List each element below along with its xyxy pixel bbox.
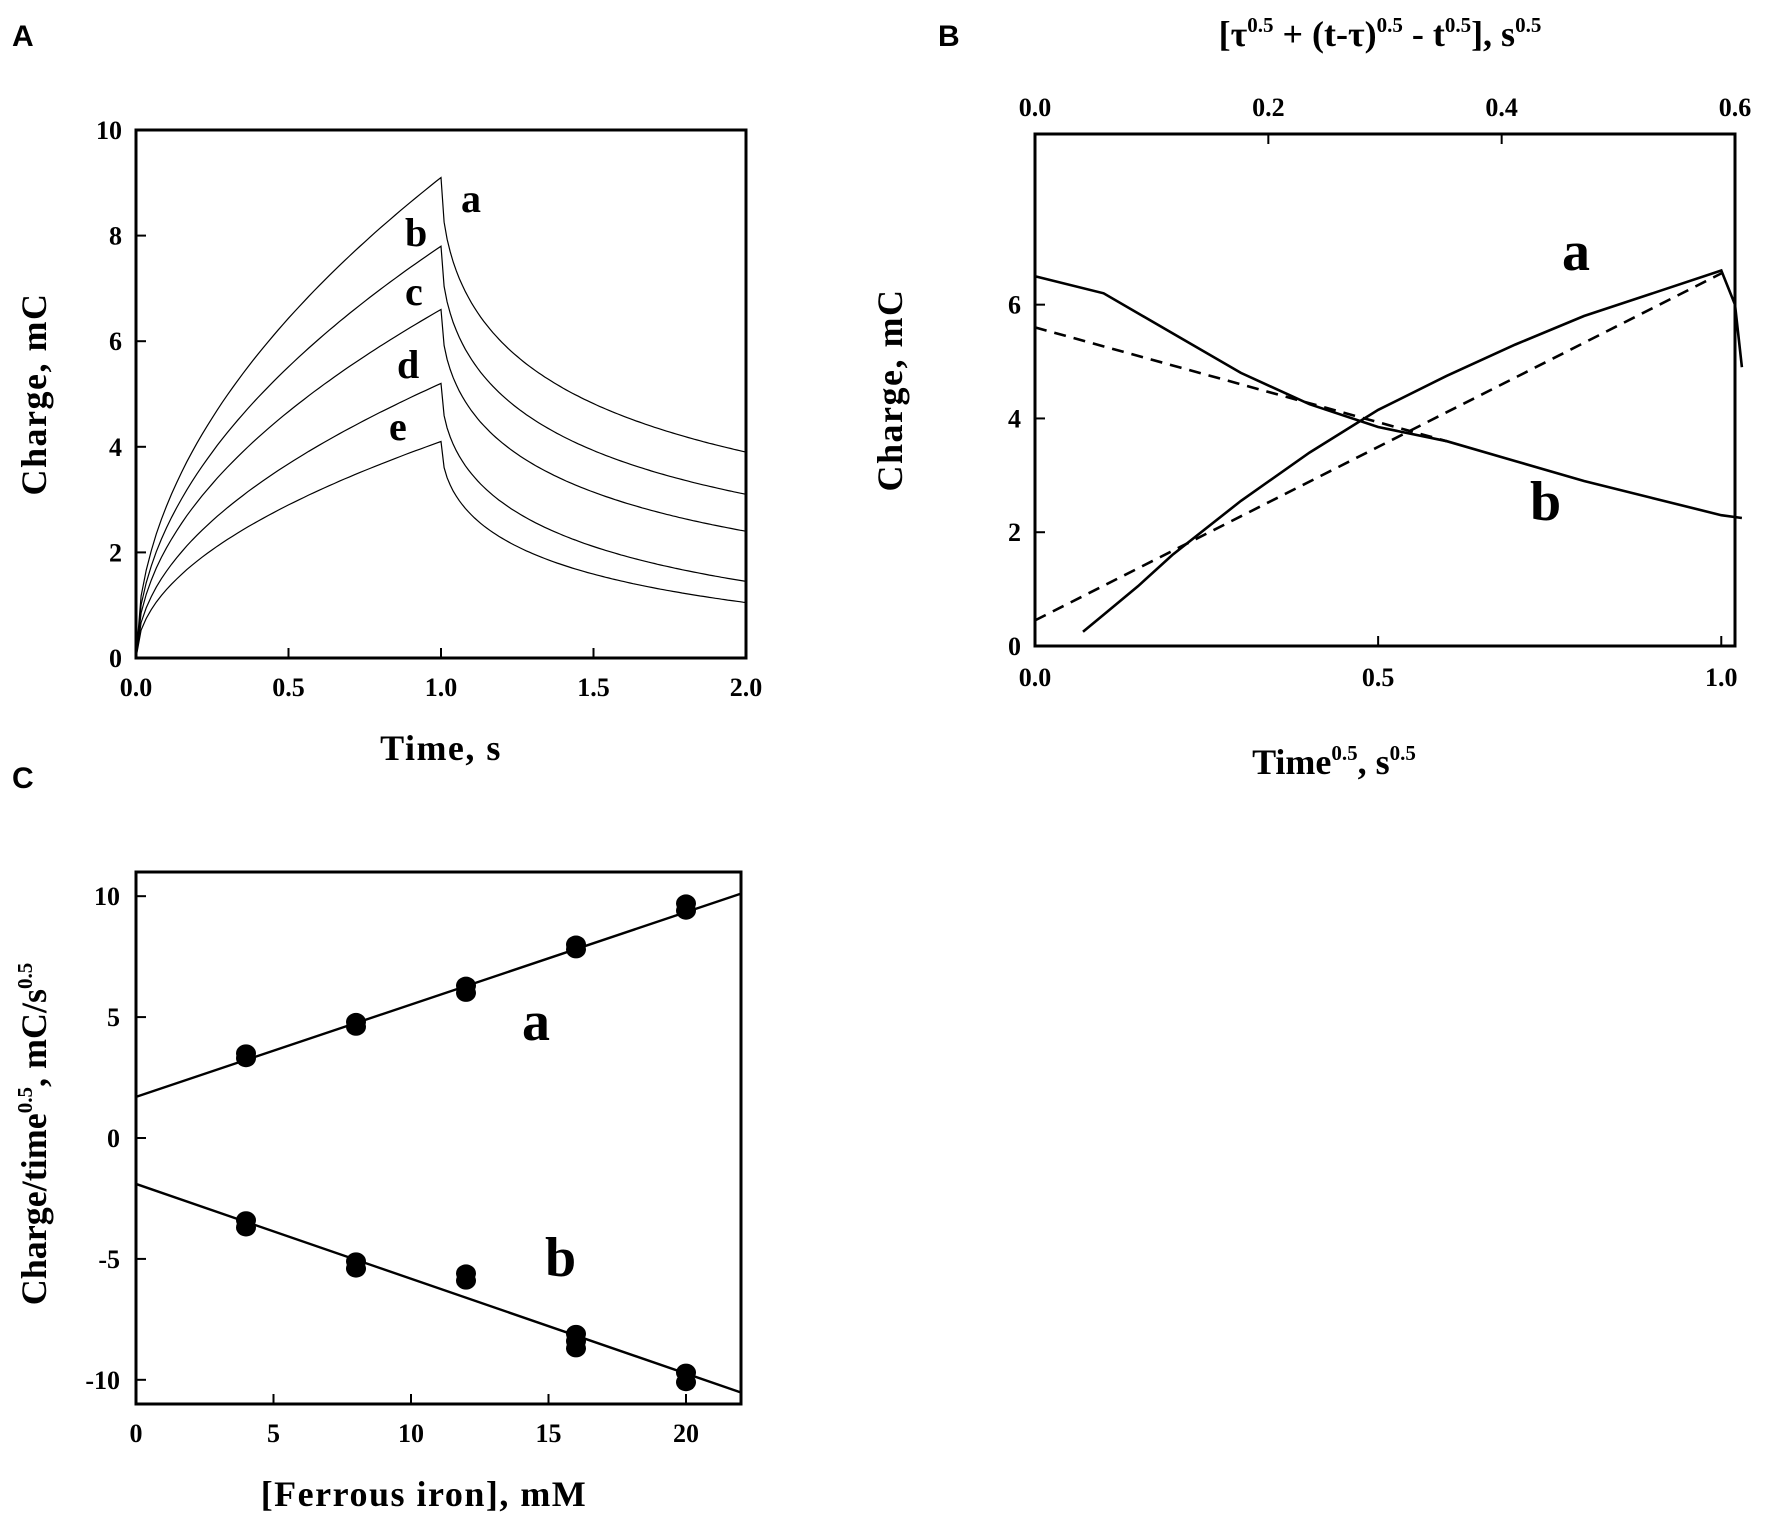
panel-c-y-tick-label: 0 [107, 1124, 120, 1153]
panel-letter-c: C [12, 762, 34, 795]
panel-b-plot-frame [1033, 132, 1737, 648]
panel-b-x-axis-title: Time0.5, s0.5 [1252, 741, 1416, 782]
panel-a-x-tick-label: 1.5 [577, 673, 610, 702]
panel-c-data-point-b [566, 1339, 586, 1358]
panel-c-y-tick-label: 10 [94, 882, 120, 911]
panel-a-x-tick-label: 2.0 [730, 673, 763, 702]
panel-c-y-tick-label: 5 [107, 1003, 120, 1032]
panel-c-data-point-b [456, 1271, 476, 1290]
panel-c-plot-frame [134, 870, 743, 1406]
panel-c-ticks: 0 5 10 15 20 10 5 0 -5 -10 [85, 882, 699, 1448]
panel-b-y-tick-label: 4 [1008, 404, 1021, 433]
panel-c-x-tick-label: 0 [130, 1419, 143, 1448]
panel-b-series-b [1034, 274, 1743, 520]
panel-c-x-tick-label: 20 [673, 1419, 699, 1448]
panel-a-y-tick-label: 0 [109, 644, 122, 673]
panel-a-ticks: 0.0 0.5 1.0 1.5 2.0 0 2 4 6 8 10 [96, 116, 762, 702]
panel-c-curves [135, 892, 742, 1394]
panel-b-y-axis-title: Charge, mC [870, 289, 910, 492]
panel-a-curve-label-a: a [461, 176, 481, 221]
panel-c-series-label-b: b [545, 1227, 576, 1289]
panel-c-x-tick-label: 15 [536, 1419, 562, 1448]
panel-b-series-a-fit [1034, 272, 1722, 622]
panel-c-fit-line-b [135, 1182, 742, 1394]
panel-b-top-tick-label: 0.2 [1252, 93, 1285, 122]
panel-letter-a: A [12, 20, 34, 53]
panel-b-x-tick-label: 0.5 [1362, 663, 1395, 692]
panel-b-series-a [1082, 268, 1744, 633]
panel-a-curve-b [135, 245, 747, 659]
panel-c-data-point-a [346, 1012, 366, 1031]
panel-letter-b: B [938, 20, 960, 53]
panel-a-curve-label-e: e [389, 404, 407, 449]
panel-b-chart: 0.0 0.5 1.0 0.0 0.2 0.4 0.6 0 2 4 6 a b Time0.5, s… [870, 13, 1751, 782]
panel-a-curve-c [135, 308, 747, 659]
panel-a-y-tick-label: 2 [109, 538, 122, 567]
panel-b-y-tick-label: 6 [1008, 291, 1021, 320]
panel-b-ticks: 0.0 0.5 1.0 0.0 0.2 0.4 0.6 0 2 4 6 [1008, 93, 1751, 692]
panel-b-series-label-b: b [1530, 471, 1561, 533]
panel-b-top-tick-label: 0.0 [1019, 93, 1052, 122]
panel-c-fit-line-a [135, 892, 742, 1099]
panel-b-top-tick-label: 0.6 [1719, 93, 1752, 122]
panel-a-y-tick-label: 4 [109, 433, 122, 462]
panel-b-top-axis-title: [τ0.5 + (t-τ)0.5 - t0.5], s0.5 [1219, 13, 1542, 54]
panel-a-curve-label-c: c [405, 269, 423, 314]
panel-a-y-tick-label: 10 [96, 116, 122, 145]
panel-a-x-tick-label: 1.0 [425, 673, 458, 702]
panel-c-data-point-b [676, 1373, 696, 1392]
panel-b-x-tick-label: 1.0 [1705, 663, 1738, 692]
panel-c-data-point-a [566, 935, 586, 954]
panel-a-curve-e [135, 440, 747, 659]
panel-a-curve-label-b: b [405, 210, 427, 255]
panel-c-y-tick-label: -10 [85, 1366, 120, 1395]
panel-b-y-tick-label: 0 [1008, 632, 1021, 661]
panel-a-curve-d [135, 382, 747, 659]
panel-c-x-tick-label: 10 [398, 1419, 424, 1448]
panel-c-data-point-a [676, 894, 696, 913]
panel-a-y-tick-label: 6 [109, 327, 122, 356]
panel-a-curve-a [135, 176, 747, 659]
panel-c-series-label-a: a [522, 991, 550, 1053]
panel-b-series-b-fit [1034, 326, 1448, 443]
panel-a-y-tick-label: 8 [109, 222, 122, 251]
panel-b-top-tick-label: 0.4 [1485, 93, 1518, 122]
panel-b-y-tick-label: 2 [1008, 518, 1021, 547]
panel-b-curves [1034, 268, 1744, 633]
panel-c-data-point-b [346, 1259, 366, 1278]
panel-c-x-tick-label: 5 [267, 1419, 280, 1448]
panel-a-curve-label-d: d [397, 342, 419, 387]
panel-c-x-axis-title: [Ferrous iron], mM [261, 1474, 588, 1514]
panel-c-data-point-a [236, 1044, 256, 1063]
panel-b-x-tick-label: 0.0 [1019, 663, 1052, 692]
panel-a-y-axis-title: Charge, mC [14, 293, 54, 496]
panel-a-x-axis-title: Time, s [380, 728, 502, 768]
panel-c-y-tick-label: -5 [98, 1245, 120, 1274]
panel-a-x-tick-label: 0.0 [120, 673, 153, 702]
panel-c-data-point-a [456, 976, 476, 995]
panel-c-chart: 0 5 10 15 20 10 5 0 -5 -10 a b [Ferrous iron], mM… [13, 870, 743, 1514]
panel-a-x-tick-label: 0.5 [272, 673, 305, 702]
panel-c-y-axis-title: Charge/time0.5, mC/s0.5 [13, 963, 54, 1305]
panel-b-series-label-a: a [1562, 221, 1590, 283]
panel-c-data-point-b [236, 1218, 256, 1237]
